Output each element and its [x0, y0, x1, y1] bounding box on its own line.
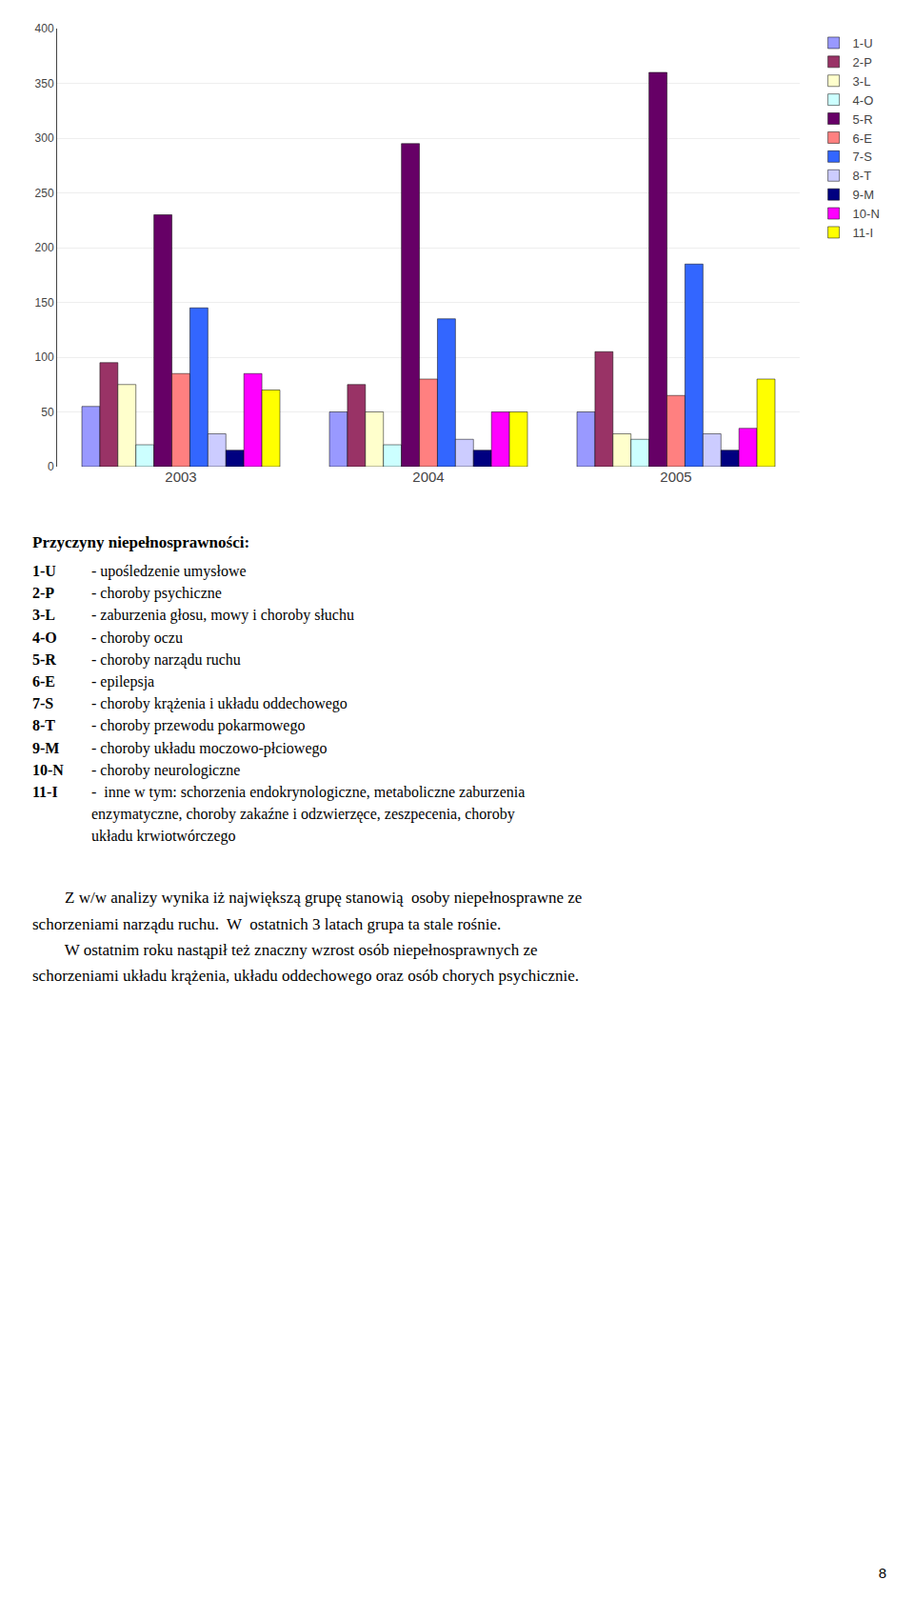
svg-text:100: 100 — [35, 350, 55, 364]
html-text:3-L: 3-L — [32, 606, 56, 624]
html-text:schorzeniami narządu ruchu. W: schorzeniami narządu ruchu. W ostatnich … — [32, 914, 501, 933]
html-text:6-E: 6-E — [32, 673, 56, 690]
html-text:9-M: 9-M — [32, 739, 60, 756]
svg-text:6-E: 6-E — [853, 131, 874, 146]
svg-text:7-S: 7-S — [853, 149, 874, 164]
svg-text:2003: 2003 — [164, 468, 197, 485]
html-text:7-S: 7-S — [32, 695, 54, 712]
html-text:8: 8 — [878, 1564, 887, 1581]
html-text:- choroby neurologiczne: - choroby neurologiczne — [91, 761, 241, 778]
html-text:- choroby oczu: - choroby oczu — [91, 628, 183, 646]
svg-text:2005: 2005 — [659, 468, 692, 485]
html-text:enzymatyczne, choroby zakaźne: enzymatyczne, choroby zakaźne i odzwierz… — [91, 805, 515, 822]
svg-text:4-O: 4-O — [853, 93, 875, 108]
svg-text:3-L: 3-L — [853, 74, 872, 89]
svg-text:250: 250 — [35, 186, 55, 200]
html-text:- inne w tym: schorzenia endok: - inne w tym: schorzenia endokrynologicz… — [91, 783, 525, 800]
html-text:2-P: 2-P — [32, 584, 55, 601]
svg-text:11-I: 11-I — [853, 225, 874, 240]
svg-text:2004: 2004 — [412, 468, 444, 485]
svg-text:300: 300 — [35, 131, 55, 145]
html-text:schorzeniami układu krążenia,: schorzeniami układu krążenia, układu odd… — [32, 966, 579, 985]
svg-text:50: 50 — [40, 405, 55, 419]
svg-text:350: 350 — [35, 77, 55, 91]
html-text:- zaburzenia głosu, mowy i cho: - zaburzenia głosu, mowy i choroby słuch… — [91, 606, 355, 624]
html-text:Z w/w analizy wynika iż najwię: Z w/w analizy wynika iż największą grupę… — [32, 888, 583, 907]
html-text:W ostatnim roku nastąpił też z: W ostatnim roku nastąpił też znaczny wzr… — [32, 940, 538, 959]
html-text:- choroby psychiczne: - choroby psychiczne — [91, 584, 222, 601]
html-text:- choroby narządu ruchu: - choroby narządu ruchu — [91, 651, 241, 668]
svg-text:10-N: 10-N — [853, 206, 880, 221]
svg-text:0: 0 — [47, 459, 55, 474]
svg-text:2-P: 2-P — [853, 55, 873, 70]
html-text:- upośledzenie umysłowe: - upośledzenie umysłowe — [91, 562, 247, 579]
html-text:- choroby przewodu pokarmowego: - choroby przewodu pokarmowego — [91, 717, 306, 734]
svg-text:150: 150 — [35, 296, 55, 310]
html-text:Przyczyny niepełnosprawności:: Przyczyny niepełnosprawności: — [32, 533, 250, 552]
html-text:- choroby krążenia i układu od: - choroby krążenia i układu oddechowego — [91, 695, 348, 712]
html-text:11-I: 11-I — [32, 783, 58, 800]
html-text:4-O: 4-O — [32, 628, 57, 646]
svg-text:1-U: 1-U — [853, 36, 874, 51]
html-text:10-N: 10-N — [32, 761, 64, 778]
svg-text:200: 200 — [35, 240, 55, 255]
html-text:układu krwiotwórczego: układu krwiotwórczego — [91, 827, 236, 844]
html-text:1-U: 1-U — [32, 562, 57, 579]
svg-text:400: 400 — [35, 21, 55, 36]
html-text:5-R: 5-R — [32, 651, 57, 668]
html-text:- choroby układu moczowo-płcio: - choroby układu moczowo-płciowego — [91, 739, 328, 756]
svg-text:8-T: 8-T — [853, 168, 873, 183]
svg-text:9-M: 9-M — [853, 187, 875, 202]
svg-text:5-R: 5-R — [853, 112, 874, 127]
html-text:8-T: 8-T — [32, 717, 56, 734]
html-text:- epilepsja: - epilepsja — [91, 673, 155, 690]
